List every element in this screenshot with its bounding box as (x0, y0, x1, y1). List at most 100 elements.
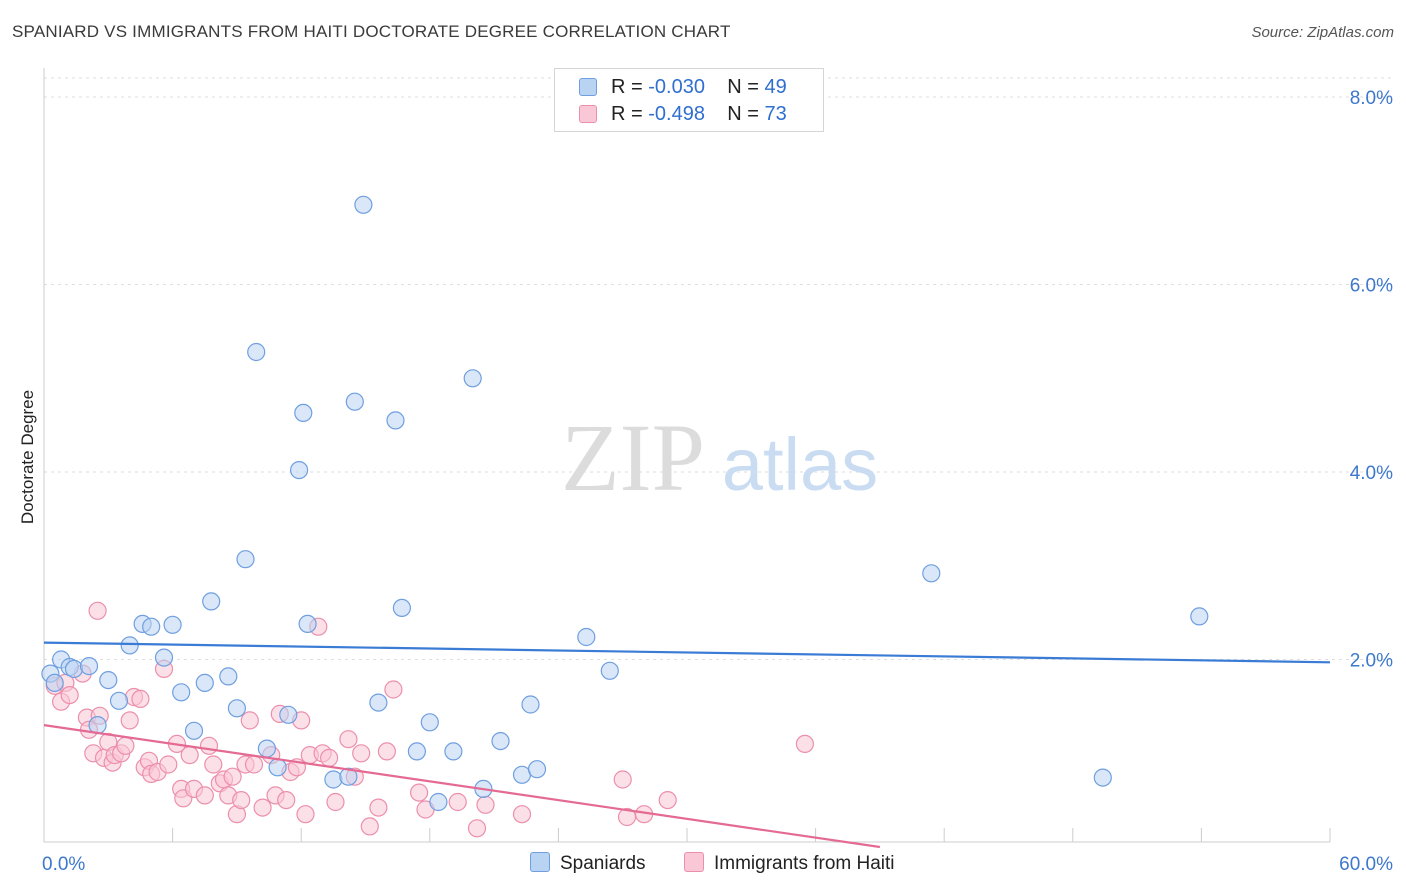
spaniard-point (407, 742, 426, 761)
haiti-point (369, 798, 388, 817)
watermark: ZIP atlas (561, 404, 878, 511)
axes (43, 68, 1331, 843)
haiti-point (339, 730, 358, 749)
haiti-point (199, 736, 219, 755)
legend-n-value-haiti: 73 (764, 103, 787, 125)
haiti-point (467, 819, 487, 838)
spaniard-point (491, 731, 510, 751)
spaniard-point (268, 758, 287, 777)
spaniard-point (184, 721, 204, 740)
bottom-legend-label-spaniards: Spaniards (560, 853, 646, 874)
haiti-point (253, 798, 272, 817)
spaniard-point (279, 705, 298, 724)
spaniard-point (369, 693, 388, 712)
haiti-point (512, 805, 532, 824)
spaniard-point (195, 673, 214, 693)
haiti-point (326, 792, 345, 812)
y-tick-label: 4.0% (1350, 463, 1393, 484)
haiti-points (45, 601, 815, 838)
trend-line-haiti (43, 724, 881, 849)
bottom-legend-haiti: Immigrants from Haiti (684, 852, 895, 875)
legend-n-value-spaniards: 49 (764, 76, 787, 98)
haiti-point (476, 795, 495, 814)
haiti-point (131, 689, 150, 709)
trend-line-spaniards (43, 641, 1331, 664)
haiti-point (204, 755, 223, 774)
haiti-point (613, 770, 632, 789)
legend-n-label: N = (727, 76, 759, 98)
haiti-point (410, 783, 429, 802)
spaniard-point (79, 656, 99, 676)
spaniard-point (290, 461, 309, 480)
spaniard-point (64, 659, 84, 679)
spaniard-point (600, 661, 619, 680)
spaniard-point (386, 411, 405, 430)
spaniard-point (109, 691, 129, 710)
legend-n-label: N = (727, 103, 759, 125)
spaniard-point (420, 713, 439, 732)
spaniard-point (354, 195, 373, 214)
spaniard-point (219, 667, 238, 686)
haiti-point (320, 748, 339, 768)
haiti-point (120, 711, 139, 730)
spaniard-point (172, 683, 191, 702)
spaniard-point (236, 550, 255, 569)
watermark-atlas: atlas (722, 423, 878, 506)
spaniard-point (345, 392, 364, 411)
trend-lines (43, 641, 1331, 849)
haiti-point (180, 745, 199, 765)
spaniard-point (257, 739, 276, 758)
spaniard-point (527, 760, 547, 779)
spaniard-point (298, 614, 317, 634)
haiti-point (296, 805, 315, 824)
tick-labels: 2.0% 4.0% 6.0% 8.0% 0.0% 60.0% (42, 88, 1393, 875)
haiti-point (658, 790, 677, 810)
haiti-point (795, 734, 815, 754)
haiti-point (116, 736, 135, 755)
spaniard-point (99, 670, 118, 690)
chart-title: SPANIARD VS IMMIGRANTS FROM HAITI DOCTOR… (12, 22, 731, 41)
haiti-point (360, 817, 379, 836)
haiti-point (352, 744, 371, 763)
y-tick-label: 8.0% (1350, 88, 1393, 109)
haiti-point (377, 742, 396, 761)
bottom-legend-swatch-spaniards (530, 852, 550, 872)
spaniard-point (154, 648, 174, 667)
legend-r-label: R = (611, 103, 643, 125)
bottom-legend-spaniards: Spaniards (530, 852, 646, 875)
haiti-point (244, 755, 264, 774)
spaniard-point (324, 770, 343, 789)
legend-swatch-haiti (579, 105, 597, 123)
spaniard-point (922, 564, 941, 583)
spaniard-point (247, 342, 266, 362)
spaniard-point (142, 617, 161, 636)
spaniard-point (227, 699, 246, 718)
haiti-point (448, 792, 467, 812)
spaniard-point (294, 403, 313, 422)
haiti-point (277, 790, 296, 810)
legend-swatch-spaniards (579, 78, 597, 96)
spaniard-point (163, 615, 182, 634)
spaniard-point (392, 598, 411, 618)
spaniard-point (429, 792, 448, 812)
haiti-point (240, 711, 259, 730)
haiti-point (384, 680, 403, 699)
haiti-point (88, 601, 107, 620)
spaniard-point (202, 592, 221, 611)
bottom-legend-swatch-haiti (684, 852, 704, 872)
haiti-point (195, 786, 214, 805)
spaniard-point (120, 636, 139, 655)
spaniard-point (521, 695, 540, 714)
legend-r-value-spaniards: -0.030 (648, 76, 705, 98)
haiti-point (159, 755, 178, 774)
haiti-point (232, 790, 251, 810)
spaniard-point (463, 369, 482, 388)
watermark-zip: ZIP (561, 404, 705, 511)
spaniard-points (41, 195, 1209, 812)
legend-r-label: R = (611, 76, 643, 98)
spaniard-point (577, 627, 596, 647)
spaniard-point (339, 767, 358, 786)
spaniard-point (444, 742, 463, 761)
haiti-point (60, 685, 79, 705)
